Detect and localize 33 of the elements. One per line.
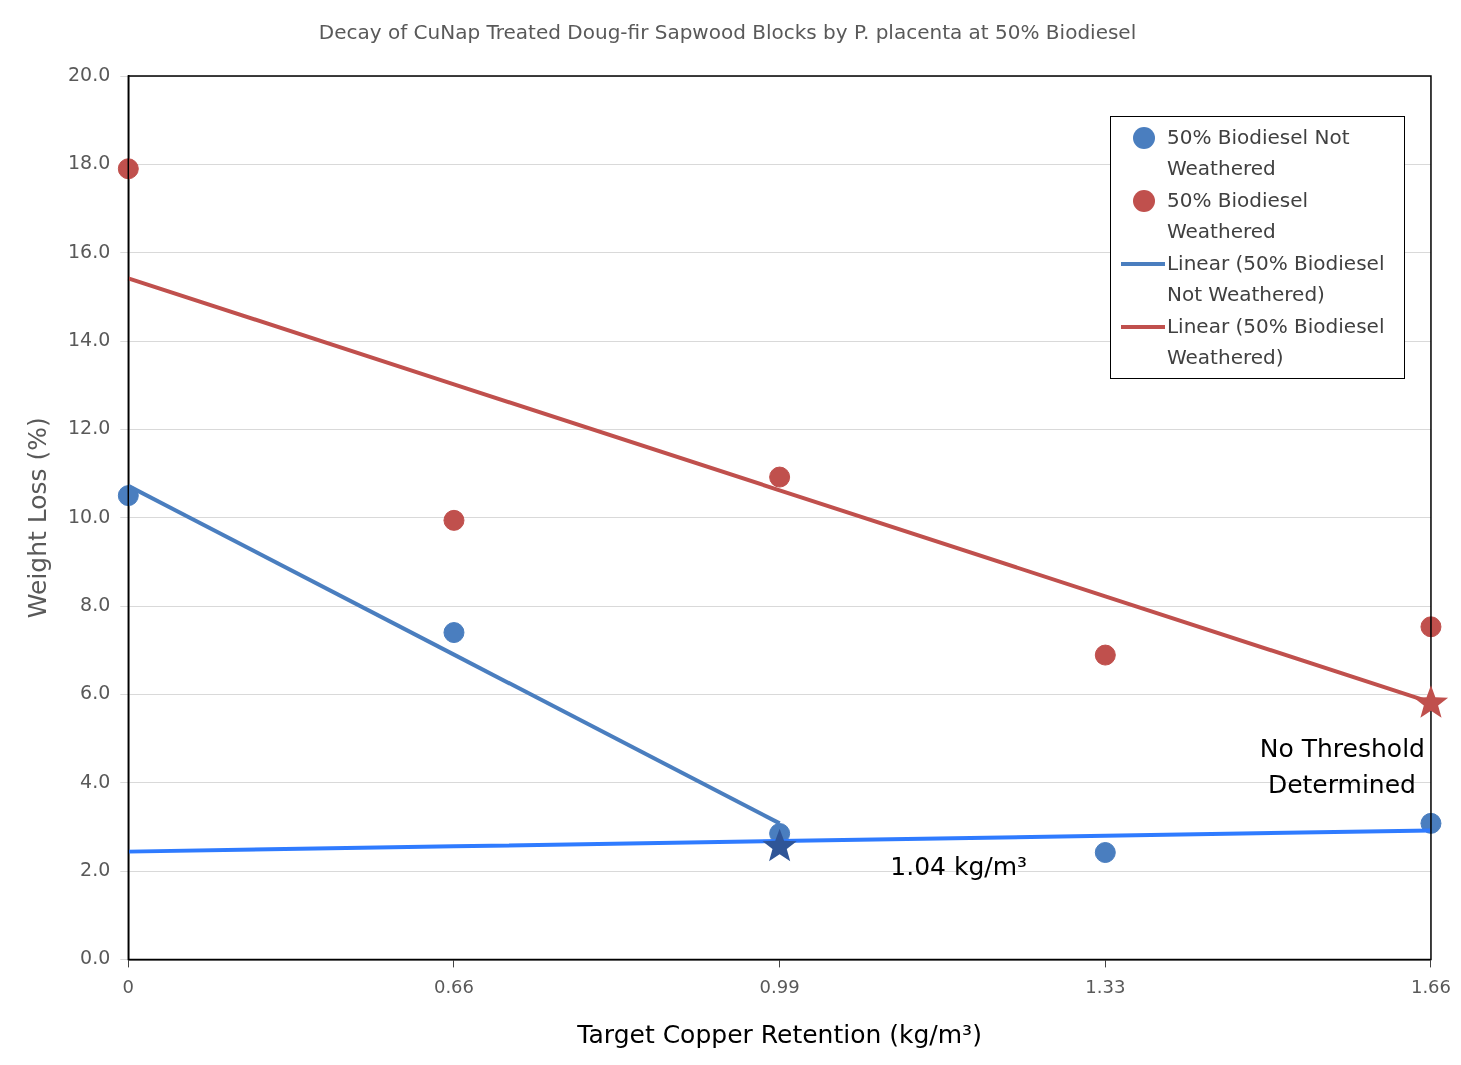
y-tick-label: 18.0 [67, 151, 111, 174]
y-tick-label: 6.0 [80, 681, 111, 704]
point [769, 466, 791, 488]
point [1094, 644, 1116, 666]
y-tick-label: 4.0 [80, 769, 111, 792]
x-tick-label: 1.33 [1085, 975, 1126, 997]
y-tick-label: 12.0 [67, 416, 111, 439]
x-tick-label: 0.66 [433, 975, 475, 997]
x-tick-label: 0 [122, 975, 135, 997]
legend-label: 50% Biodiesel Weathered [1166, 187, 1310, 245]
point [1420, 616, 1442, 638]
y-tick-label: 10.0 [67, 504, 111, 527]
y-tick-label: 8.0 [80, 592, 111, 615]
legend-label: 50% Biodiesel Not Weathered [1166, 124, 1351, 182]
y-tick-label: 2.0 [80, 858, 111, 880]
point [443, 622, 465, 644]
y-tick-label: 20.0 [67, 62, 111, 85]
point [117, 158, 139, 180]
x-tick-label: 0.99 [759, 975, 800, 997]
y-tick-label: 0.0 [80, 946, 111, 969]
legend-label: Linear (50% Biodiesel Weathered) [1166, 313, 1386, 371]
x-axis-title: Target Copper Retention (kg/m³) [576, 1019, 982, 1049]
chart-title: Decay of CuNap Treated Doug-fir Sapwood Blocks by P. placenta at 50% Biodiesel [318, 20, 1137, 45]
annotation: 1.04 kg/m³ [890, 852, 1028, 882]
x-tick-label: 1.66 [1410, 975, 1451, 997]
y-tick-label: 14.0 [67, 327, 111, 350]
annotation: No Threshold Determined [1259, 734, 1425, 800]
point [762, 828, 797, 862]
y-axis-title: Weight Loss (%) [22, 417, 52, 619]
y-tick-label: 16.0 [67, 239, 111, 262]
legend-label: Linear (50% Biodiesel Not Weathered) [1166, 250, 1386, 308]
point [443, 509, 465, 531]
point [1094, 842, 1116, 864]
